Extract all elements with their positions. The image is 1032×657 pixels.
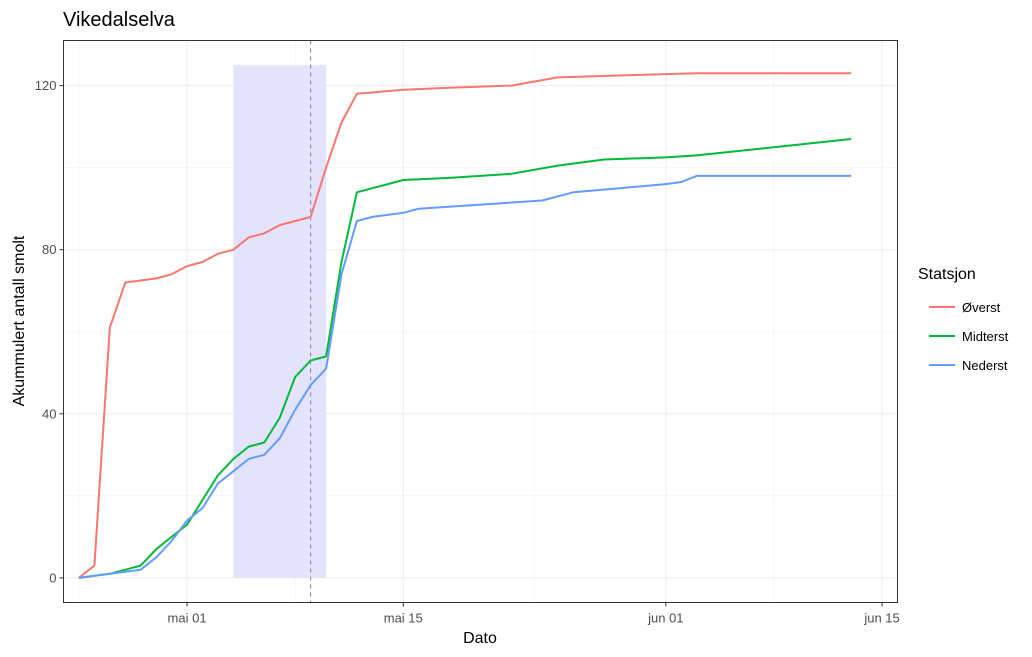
y-axis-title: Akummulert antall smolt	[11, 235, 28, 406]
legend-label: Øverst	[962, 300, 1001, 315]
series-lines	[78, 72, 852, 579]
plot-panel-border	[63, 40, 898, 603]
x-tick-label: jun 01	[647, 611, 683, 626]
legend-title: Statsjon	[918, 266, 976, 283]
x-tick-label: mai 01	[168, 611, 207, 626]
series-line-2	[78, 174, 852, 579]
series-line-1	[78, 138, 852, 579]
series-line-0	[78, 72, 852, 579]
y-tick-label: 120	[35, 78, 57, 93]
y-tick-label: 40	[42, 406, 56, 421]
legend-label: Nederst	[962, 358, 1008, 373]
y-tick-label: 0	[49, 570, 56, 585]
y-tick-label: 80	[42, 242, 56, 257]
x-axis: mai 01 mai 15 jun 01 jun 15	[168, 602, 900, 626]
chart-title: Vikedalselva	[63, 9, 176, 31]
shaded-region-group	[233, 65, 327, 578]
shaded-region	[233, 65, 327, 578]
x-tick-label: jun 15	[863, 611, 899, 626]
legend: Statsjon Øverst Midterst Nederst	[918, 266, 1009, 373]
grid-lines	[63, 40, 898, 603]
x-axis-title: Dato	[463, 630, 497, 647]
x-tick-label: mai 15	[384, 611, 423, 626]
y-axis: 0 40 80 120	[35, 78, 64, 585]
legend-label: Midterst	[962, 329, 1009, 344]
